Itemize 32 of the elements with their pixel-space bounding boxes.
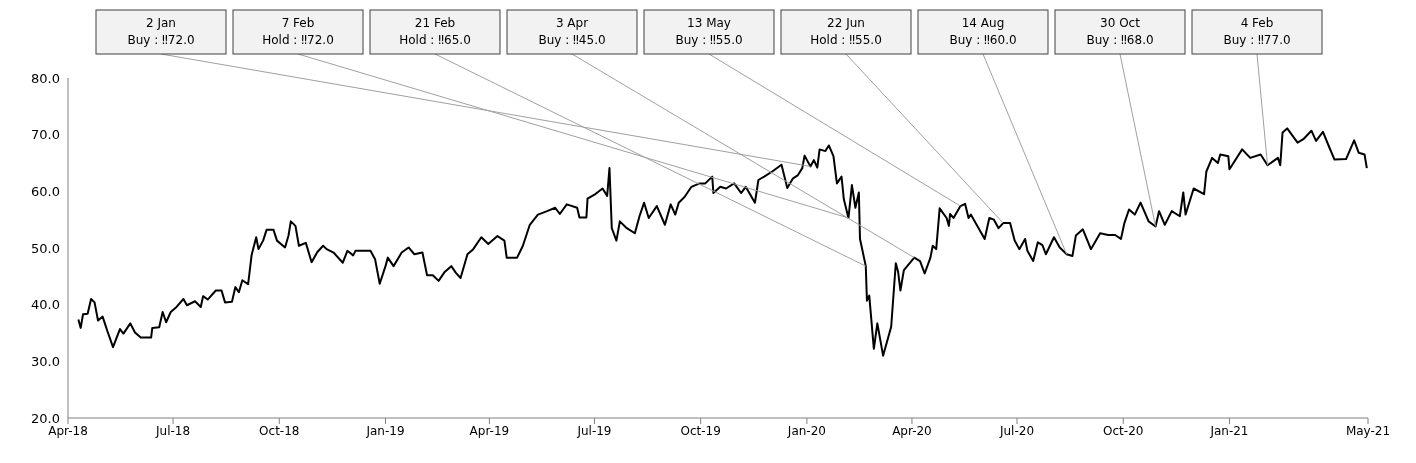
x-tick-label: Jul-19 [576,423,612,438]
annotation: 14 Aug Buy : ‼60.0 [949,16,1017,47]
x-tick-label: Jan-21 [1209,423,1249,438]
x-tick-label: Apr-18 [48,423,88,438]
annotation: 30 Oct Buy : ‼68.0 [1086,16,1154,47]
x-tick-label: Oct-19 [680,423,721,438]
callout: 14 Aug Buy : ‼60.0 [917,9,1068,255]
x-tick-label: Apr-20 [892,423,932,438]
x-tick-label: Oct-18 [259,423,300,438]
annotation: 22 Jun Hold : ‼55.0 [810,16,882,47]
annotation: 7 Feb Hold : ‼72.0 [262,16,334,47]
callout: 30 Oct Buy : ‼68.0 [1054,9,1186,227]
y-tick-label: 50.0 [31,240,60,256]
x-tick-label: Jan-19 [365,423,405,438]
annotation: 13 May Buy : ‼55.0 [675,16,743,47]
y-tick-label: 70.0 [31,127,60,143]
x-tick-label: May-21 [1345,423,1391,438]
callout: 4 Feb Buy : ‼77.0 [1191,9,1323,166]
annotation: 21 Feb Hold : ‼65.0 [399,16,471,47]
x-tick-label: Oct-20 [1103,423,1144,438]
annotation: 3 Apr Buy : ‼45.0 [538,16,606,47]
y-tick-label: 40.0 [31,297,60,313]
x-tick-label: Jan-20 [786,423,826,438]
x-tick-label: Jul-20 [998,423,1035,438]
y-tick-label: 80.0 [31,70,60,86]
y-tick-label: 60.0 [31,183,60,199]
x-tick-label: Jul-18 [155,423,191,438]
y-tick-label: 20.0 [31,410,60,426]
x-tick-label: Apr-19 [469,423,510,438]
annotation: 2 Jan Buy : ‼72.0 [127,16,195,47]
annotation: 4 Feb Buy : ‼77.0 [1223,16,1291,47]
y-tick-label: 30.0 [31,353,60,369]
